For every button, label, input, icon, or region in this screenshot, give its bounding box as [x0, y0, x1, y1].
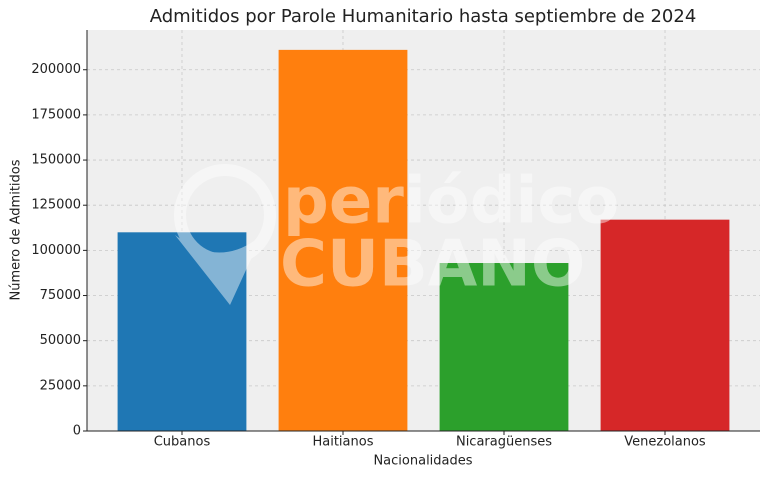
- y-tick-label: 25000: [40, 378, 81, 393]
- bar: [600, 219, 730, 431]
- watermark-text: periódico: [283, 165, 619, 239]
- y-tick-label: 200000: [31, 62, 81, 77]
- x-tick-label: Haitianos: [312, 435, 373, 450]
- y-tick-label: 125000: [31, 198, 81, 213]
- y-tick-label: 50000: [40, 333, 81, 348]
- watermark-text: CUBANO: [280, 228, 585, 302]
- x-tick-label: Cubanos: [154, 435, 211, 450]
- bar: [117, 232, 247, 431]
- x-axis-label: Nacionalidades: [373, 454, 472, 469]
- bars: [117, 49, 730, 431]
- watermark: periódico CUBANO: [174, 164, 619, 305]
- y-axis-label: Número de Admitidos: [9, 159, 24, 300]
- y-tick-label: 175000: [31, 107, 81, 122]
- x-tick-label: Nicaragüenses: [456, 435, 552, 450]
- y-tick-label: 0: [73, 424, 81, 439]
- y-tick-label: 150000: [31, 153, 81, 168]
- watermark-logo: [175, 235, 262, 305]
- bar: [278, 49, 408, 431]
- x-tick-label: Venezolanos: [624, 435, 706, 450]
- bar: [439, 263, 569, 431]
- chart-title: Admitidos por Parole Humanitario hasta s…: [150, 6, 697, 27]
- watermark-logo: [174, 164, 276, 266]
- y-tick-label: 100000: [31, 243, 81, 258]
- y-tick-label: 75000: [40, 288, 81, 303]
